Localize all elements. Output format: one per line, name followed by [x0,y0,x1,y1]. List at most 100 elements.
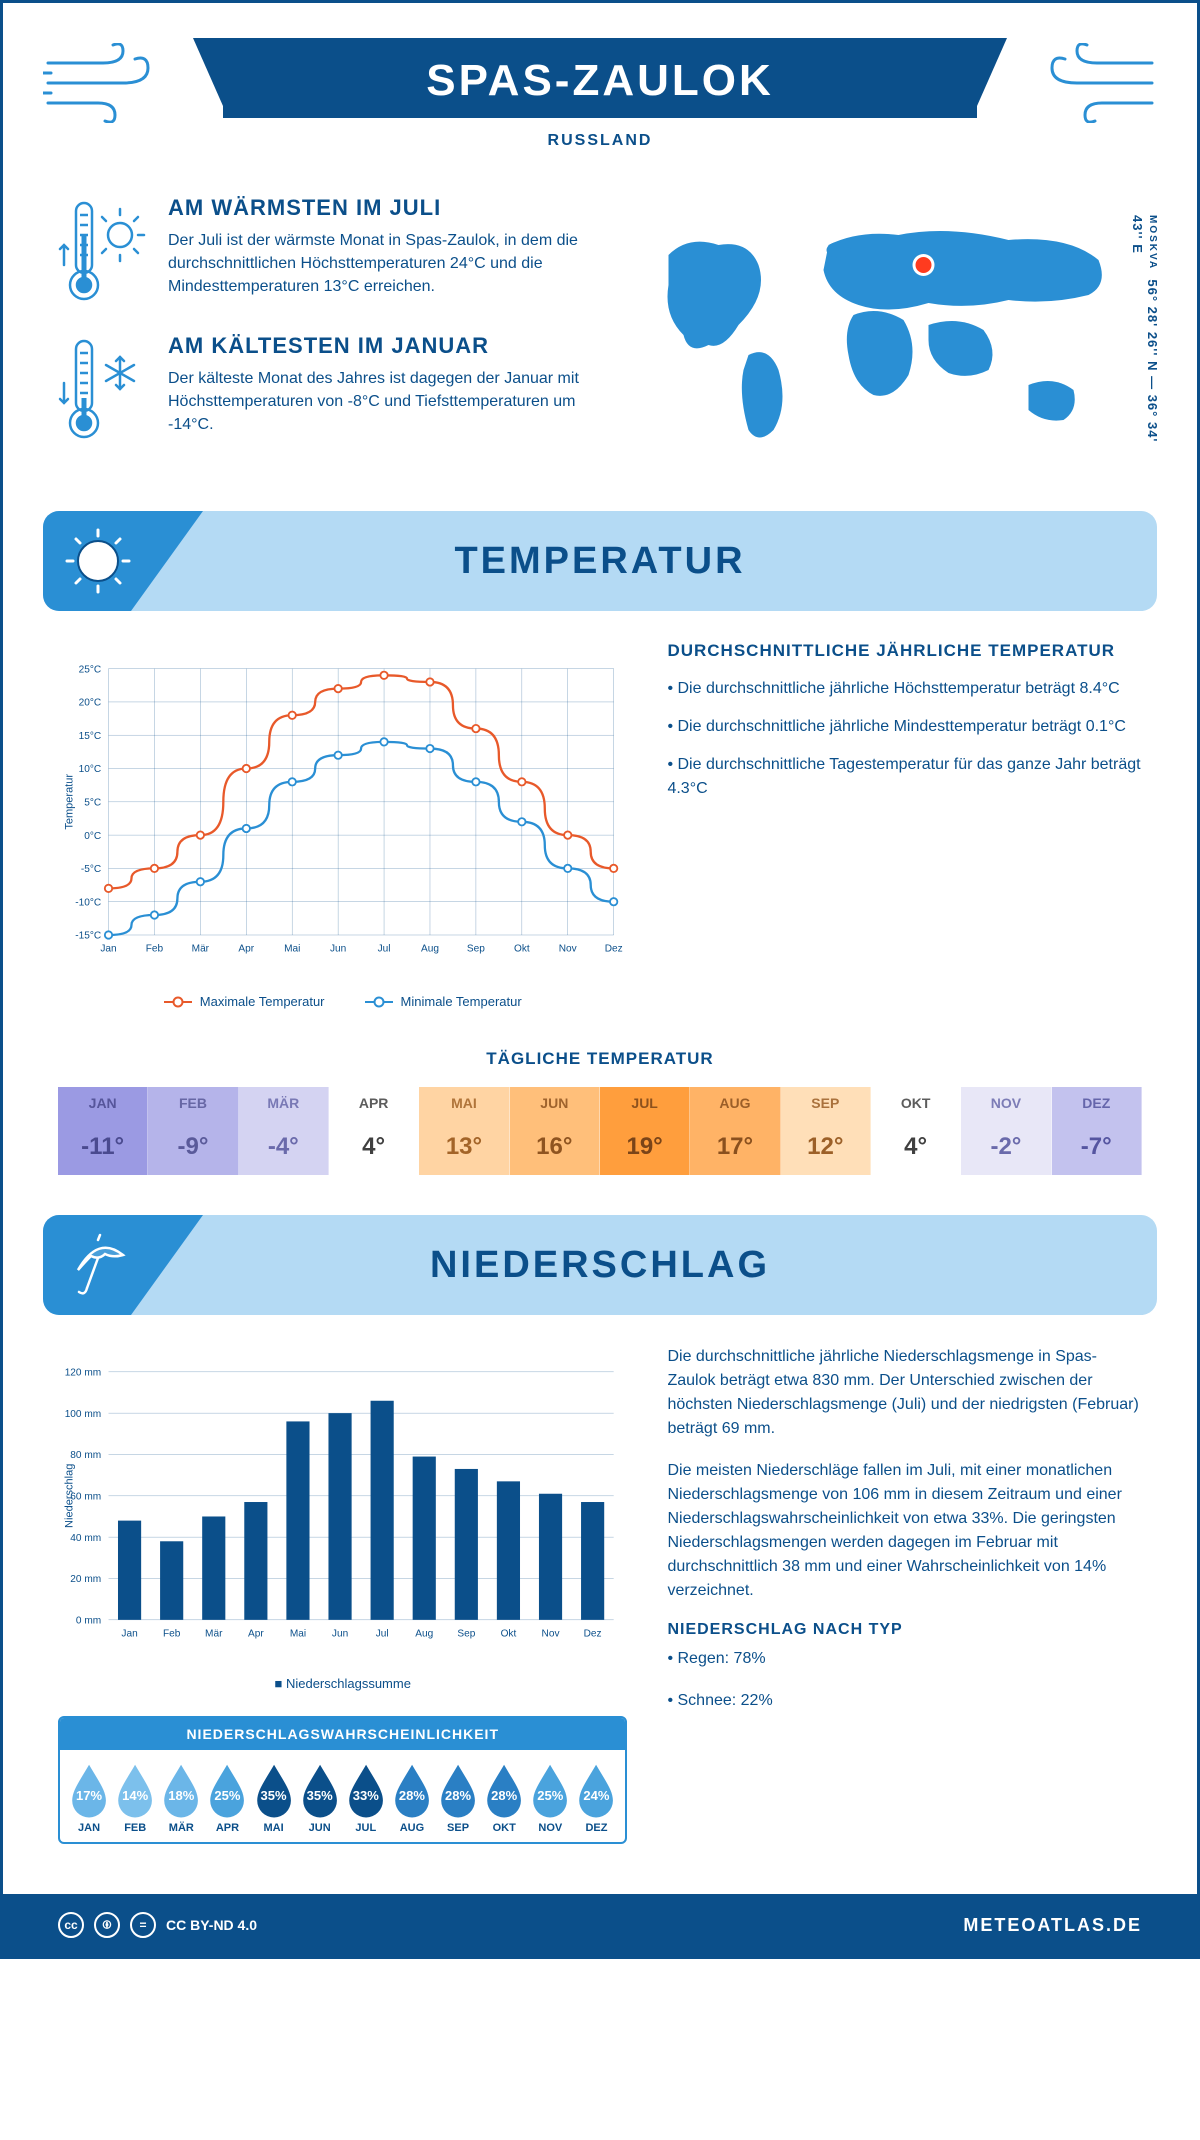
page-title: SPAS-ZAULOK [263,56,937,106]
prob-cell: 35% JUN [299,1762,341,1834]
drop-icon: 17% [68,1762,110,1818]
sun-icon [63,526,133,596]
svg-text:Aug: Aug [415,1628,433,1639]
svg-text:Apr: Apr [238,944,254,955]
svg-text:Mär: Mär [192,944,210,955]
section-title: NIEDERSCHLAG [430,1244,770,1287]
svg-text:Dez: Dez [605,944,623,955]
site-name: METEOATLAS.DE [963,1915,1142,1936]
thermometer-snow-icon [58,333,148,443]
svg-text:Aug: Aug [421,944,439,955]
fact-cold-title: AM KÄLTESTEN IM JANUAR [168,333,585,359]
daily-cell: SEP12° [781,1087,871,1175]
section-corner [43,1215,203,1315]
prob-cell: 33% JUL [345,1762,387,1834]
svg-text:0 mm: 0 mm [76,1615,101,1626]
avg-heading: DURCHSCHNITTLICHE JÄHRLICHE TEMPERATUR [667,641,1142,661]
avg-bullet: • Die durchschnittliche jährliche Höchst… [667,677,1142,701]
footer: cc 🅯 = CC BY-ND 4.0 METEOATLAS.DE [3,1894,1197,1956]
probability-box: NIEDERSCHLAGSWAHRSCHEINLICHKEIT 17% JAN … [58,1716,627,1844]
world-map-icon [615,195,1142,455]
svg-text:Jan: Jan [121,1628,137,1639]
svg-text:Sep: Sep [467,944,485,955]
coordinates: MOSKVA 56° 28' 26'' N — 36° 34' 43'' E [1130,215,1160,471]
svg-text:Nov: Nov [559,944,578,955]
prob-cell: 24% DEZ [575,1762,617,1834]
drop-icon: 28% [437,1762,479,1818]
svg-text:Niederschlag: Niederschlag [64,1464,76,1528]
drop-icon: 25% [206,1762,248,1818]
daily-temp-heading: TÄGLICHE TEMPERATUR [3,1049,1197,1069]
map-column: MOSKVA 56° 28' 26'' N — 36° 34' 43'' E [615,195,1142,471]
svg-text:25°C: 25°C [79,664,102,675]
precip-text-column: Die durchschnittliche jährliche Niedersc… [667,1345,1142,1844]
drop-icon: 35% [253,1762,295,1818]
svg-text:100 mm: 100 mm [65,1409,101,1420]
nd-icon: = [130,1912,156,1938]
svg-text:Okt: Okt [501,1628,517,1639]
prob-cell: 17% JAN [68,1762,110,1834]
prob-cell: 28% SEP [437,1762,479,1834]
daily-cell: OKT4° [871,1087,961,1175]
svg-text:Jul: Jul [378,944,391,955]
avg-bullet: • Die durchschnittliche jährliche Mindes… [667,715,1142,739]
svg-text:80 mm: 80 mm [70,1450,101,1461]
precip-para: Die meisten Niederschläge fallen im Juli… [667,1459,1142,1603]
daily-cell: JAN-11° [58,1087,148,1175]
intro-row: AM WÄRMSTEN IM JULI Der Juli ist der wär… [3,175,1197,501]
umbrella-icon [63,1230,133,1300]
wind-icon [1027,43,1157,123]
svg-text:Nov: Nov [542,1628,561,1639]
thermometer-sun-icon [58,195,148,305]
prob-cell: 25% APR [206,1762,248,1834]
by-icon: 🅯 [94,1912,120,1938]
daily-cell: JUL19° [600,1087,690,1175]
svg-text:20 mm: 20 mm [70,1574,101,1585]
svg-text:Feb: Feb [163,1628,181,1639]
svg-text:Jul: Jul [376,1628,389,1639]
daily-cell: FEB-9° [148,1087,238,1175]
fact-warm-text: Der Juli ist der wärmste Monat in Spas-Z… [168,229,585,299]
svg-text:Mär: Mär [205,1628,223,1639]
svg-text:Mai: Mai [284,944,300,955]
fact-cold-text: Der kälteste Monat des Jahres ist dagege… [168,367,585,437]
drop-icon: 14% [114,1762,156,1818]
prob-cell: 28% OKT [483,1762,525,1834]
svg-text:-15°C: -15°C [75,931,101,942]
probability-title: NIEDERSCHLAGSWAHRSCHEINLICHKEIT [60,1718,625,1750]
section-title: TEMPERATUR [454,540,745,583]
svg-text:-5°C: -5°C [81,864,101,875]
precip-type: • Schnee: 22% [667,1689,1142,1713]
svg-text:Apr: Apr [248,1628,264,1639]
daily-cell: APR4° [329,1087,419,1175]
svg-text:-10°C: -10°C [75,897,101,908]
prob-cell: 35% MAI [253,1762,295,1834]
svg-text:Sep: Sep [457,1628,475,1639]
precip-type: • Regen: 78% [667,1647,1142,1671]
precip-type-heading: NIEDERSCHLAG NACH TYP [667,1621,1142,1639]
drop-icon: 25% [529,1762,571,1818]
svg-text:Temperatur: Temperatur [64,774,76,830]
header: SPAS-ZAULOK RUSSLAND [3,3,1197,175]
bar-legend: Niederschlagssumme [58,1676,627,1691]
fact-warmest: AM WÄRMSTEN IM JULI Der Juli ist der wär… [58,195,585,305]
cc-icon: cc [58,1912,84,1938]
svg-text:Jun: Jun [330,944,346,955]
temperature-chart-row: -15°C-10°C-5°C0°C5°C10°C15°C20°C25°CJanF… [3,641,1197,1039]
precip-row: 0 mm20 mm40 mm60 mm80 mm100 mm120 mmJanF… [3,1345,1197,1874]
legend-max: Maximale Temperatur [164,994,325,1009]
section-corner [43,511,203,611]
daily-cell: MAI13° [419,1087,509,1175]
temperature-chart: -15°C-10°C-5°C0°C5°C10°C15°C20°C25°CJanF… [58,641,627,1009]
drop-icon: 33% [345,1762,387,1818]
drop-icon: 28% [483,1762,525,1818]
daily-cell: NOV-2° [961,1087,1051,1175]
daily-cell: DEZ-7° [1052,1087,1142,1175]
facts-column: AM WÄRMSTEN IM JULI Der Juli ist der wär… [58,195,585,471]
license: cc 🅯 = CC BY-ND 4.0 [58,1912,257,1938]
prob-cell: 25% NOV [529,1762,571,1834]
probability-grid: 17% JAN 14% FEB 18% MÄR 25% APR [60,1750,625,1842]
svg-text:Mai: Mai [290,1628,306,1639]
svg-text:Feb: Feb [146,944,164,955]
svg-text:0°C: 0°C [84,831,101,842]
